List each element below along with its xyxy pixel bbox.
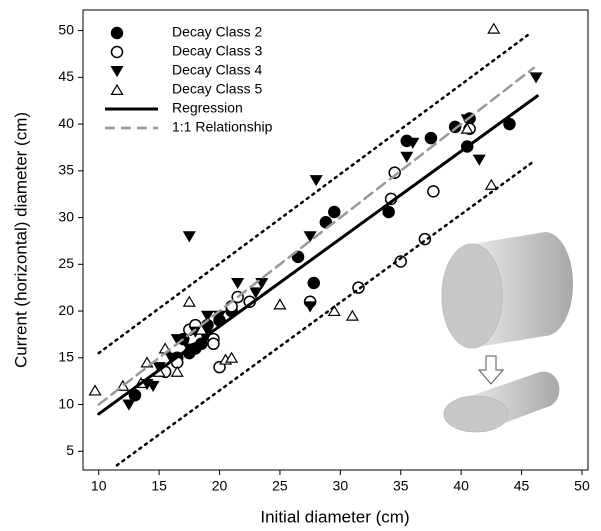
x-tick-label: 10 [91, 478, 107, 494]
x-tick-label: 45 [514, 478, 530, 494]
point [231, 278, 245, 290]
point [472, 154, 486, 166]
legend-label: Decay Class 5 [172, 81, 262, 97]
y-tick-label: 15 [58, 349, 74, 365]
point [529, 72, 543, 84]
legend-label: Regression [172, 100, 243, 116]
x-tick-label: 50 [574, 478, 590, 494]
y-tick-label: 40 [58, 115, 74, 131]
point [484, 178, 498, 190]
point [328, 205, 341, 219]
point [427, 185, 440, 198]
legend-label: Decay Class 3 [172, 43, 262, 59]
x-tick-label: 15 [151, 478, 167, 494]
point [122, 399, 136, 411]
x-axis-title: Initial diameter (cm) [260, 507, 409, 526]
legend-label: Decay Class 2 [172, 24, 262, 40]
point [309, 175, 323, 187]
point [487, 22, 501, 34]
cylinder-illustration [441, 232, 573, 433]
y-tick-label: 45 [58, 68, 74, 84]
point [182, 231, 196, 243]
legend-swatch [110, 26, 124, 40]
legend-swatch [110, 66, 124, 78]
y-axis-title: Current (horizontal) diameter (cm) [11, 112, 30, 368]
point [406, 137, 420, 149]
point [460, 122, 474, 134]
y-tick-label: 35 [58, 162, 74, 178]
point [424, 131, 438, 145]
point [303, 301, 317, 313]
line [97, 66, 535, 406]
point [345, 309, 359, 321]
point [200, 310, 214, 322]
point [146, 380, 160, 392]
point [291, 250, 305, 264]
point [303, 231, 317, 243]
legend-swatch [110, 45, 124, 59]
point [388, 166, 401, 179]
y-tick-label: 10 [58, 395, 74, 411]
line [115, 160, 535, 467]
point [225, 351, 239, 363]
point [128, 388, 142, 402]
x-tick-label: 35 [393, 478, 409, 494]
y-tick-label: 30 [58, 208, 74, 224]
point [249, 287, 263, 299]
point [273, 298, 287, 310]
point [182, 295, 196, 307]
point [307, 276, 321, 290]
point [400, 151, 414, 163]
y-tick-label: 25 [58, 255, 74, 271]
point [170, 365, 184, 377]
x-tick-label: 30 [333, 478, 349, 494]
legend-label: 1:1 Relationship [172, 119, 273, 135]
plot-frame [82, 9, 589, 471]
point [503, 117, 516, 131]
point [327, 304, 341, 317]
x-tick-label: 20 [212, 478, 228, 494]
x-tick-label: 25 [272, 478, 288, 494]
legend-swatch [110, 83, 124, 95]
point [88, 384, 102, 396]
y-tick-label: 50 [58, 21, 74, 37]
legend-label: Decay Class 4 [172, 62, 262, 78]
y-tick-label: 5 [66, 442, 74, 458]
point [194, 323, 208, 335]
y-tick-label: 20 [58, 302, 74, 318]
point [382, 205, 395, 219]
x-tick-label: 40 [453, 478, 469, 494]
point [170, 334, 184, 346]
point [207, 337, 220, 351]
line [97, 94, 539, 416]
line [97, 33, 529, 355]
